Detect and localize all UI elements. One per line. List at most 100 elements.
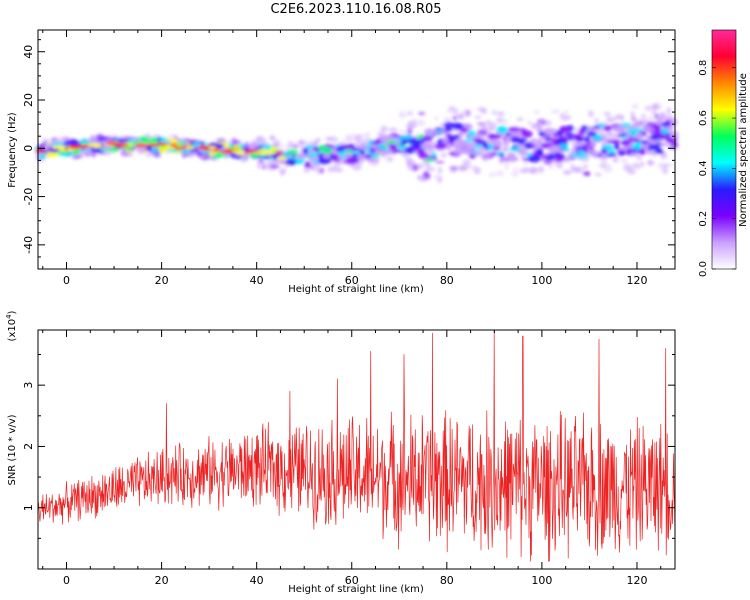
heatmap-cell [606, 132, 618, 141]
heatmap-cell [397, 129, 408, 134]
heatmap-cell [504, 162, 510, 170]
heatmap-cell [255, 135, 264, 142]
heatmap-cell [516, 130, 522, 138]
y-tick-label: 0 [22, 145, 35, 152]
heatmap-cell [496, 125, 508, 134]
spectrogram-x-ticks: 0 20 40 60 80 100 120 [42, 30, 662, 287]
x-tick-label: 60 [345, 274, 359, 287]
heatmap-cell [464, 149, 476, 155]
heatmap-cell [629, 152, 640, 156]
heatmap-cell [451, 122, 464, 130]
colorbar-frame [711, 29, 737, 270]
heatmap-cell [345, 137, 354, 143]
heatmap-cell [475, 140, 487, 145]
heatmap-cell [654, 116, 664, 121]
heatmap-cell [105, 141, 119, 145]
heatmap-cell [445, 142, 452, 151]
heatmap-cell [606, 140, 620, 144]
heatmap-cell [552, 137, 559, 146]
heatmap-cell [550, 109, 561, 114]
heatmap-cell [418, 111, 426, 116]
heatmap-cell [285, 143, 290, 151]
heatmap-cell [639, 161, 645, 167]
heatmap-cell [516, 117, 524, 122]
colorbar-tick-label: 0.8 [698, 60, 709, 76]
heatmap-cell [38, 151, 46, 160]
x-tick-label: 120 [626, 274, 647, 287]
heatmap-cell [458, 130, 464, 138]
heatmap-cell [352, 162, 362, 171]
heatmap-cell [59, 135, 65, 143]
x-tick-label: 0 [63, 574, 70, 587]
heatmap-cell [322, 153, 331, 159]
heatmap-cell [645, 150, 658, 155]
spectrogram-y-label: Frequency (Hz) [7, 112, 18, 188]
heatmap-cell [475, 147, 487, 153]
snr-plot: 0 20 40 60 80 100 120 1 2 3 [22, 329, 676, 587]
heatmap-cell [641, 143, 650, 149]
heatmap-cell [612, 155, 619, 163]
heatmap-cell [496, 117, 504, 124]
heatmap-cell [407, 120, 418, 129]
heatmap-cell [620, 116, 625, 122]
snr-frame [37, 329, 676, 570]
spectrogram-plot: 0 20 40 60 80 100 120 40 20 0 -20 -40 [22, 29, 679, 287]
heatmap-cell [519, 147, 525, 152]
heatmap-cell [417, 147, 425, 156]
heatmap-cell [612, 116, 619, 121]
y-tick-label: 1 [22, 504, 35, 511]
colorbar-label: Normalized spectral amplitude [738, 73, 749, 227]
heatmap-cell [669, 118, 678, 126]
heatmap-cell [379, 149, 392, 156]
chart-title: C2E6.2023.110.16.08.R05 [270, 2, 442, 17]
heatmap-cell [582, 148, 588, 153]
heatmap-cell [594, 172, 603, 177]
heatmap-cell [452, 148, 464, 155]
heatmap-cell [638, 140, 650, 144]
heatmap-cell [443, 121, 455, 130]
heatmap-cell [537, 126, 543, 132]
heatmap-cell [445, 133, 452, 137]
heatmap-cell [501, 157, 508, 162]
heatmap-cell [523, 160, 528, 166]
heatmap-cell [631, 104, 639, 109]
heatmap-cell [275, 151, 284, 155]
heatmap-cell [423, 143, 435, 151]
colorbar-ticks: 0.0 0.2 0.4 0.6 0.8 [698, 60, 736, 277]
heatmap-cell [452, 115, 458, 121]
heatmap-cell [578, 128, 585, 136]
snr-x-ticks: 0 20 40 60 80 100 120 [42, 330, 662, 587]
heatmap-cell [496, 111, 505, 117]
heatmap-cell [421, 135, 433, 142]
heatmap-cell [116, 143, 130, 147]
heatmap-cell [67, 138, 79, 147]
colorbar-tick-label: 0.6 [698, 110, 709, 126]
heatmap-cell [157, 142, 168, 146]
heatmap-cell [519, 167, 528, 174]
heatmap-cell [574, 137, 585, 141]
heatmap-cell [312, 165, 319, 174]
heatmap-cell [665, 125, 674, 132]
heatmap-cell [588, 110, 594, 118]
heatmap-cell [315, 137, 321, 143]
snr-x-label: Height of straight line (km) [288, 584, 424, 595]
heatmap-cell [541, 155, 548, 160]
heatmap-cell [272, 139, 281, 145]
heatmap-cell [487, 143, 494, 151]
heatmap-cell [437, 166, 443, 174]
heatmap-cell [424, 158, 435, 162]
heatmap-cell [574, 141, 585, 147]
heatmap-cell [464, 139, 474, 143]
heatmap-cell [485, 119, 492, 126]
heatmap-cell [619, 152, 625, 156]
heatmap-cell [324, 147, 333, 155]
colorbar-gradient [712, 30, 736, 269]
x-tick-label: 60 [345, 574, 359, 587]
heatmap-cell [600, 153, 609, 160]
heatmap-cell [173, 146, 183, 150]
y-tick-label: 3 [22, 382, 35, 389]
heatmap-cell [473, 167, 482, 175]
heatmap-cell [456, 140, 464, 146]
heatmap-cell [585, 171, 591, 176]
x-tick-label: 80 [440, 574, 454, 587]
